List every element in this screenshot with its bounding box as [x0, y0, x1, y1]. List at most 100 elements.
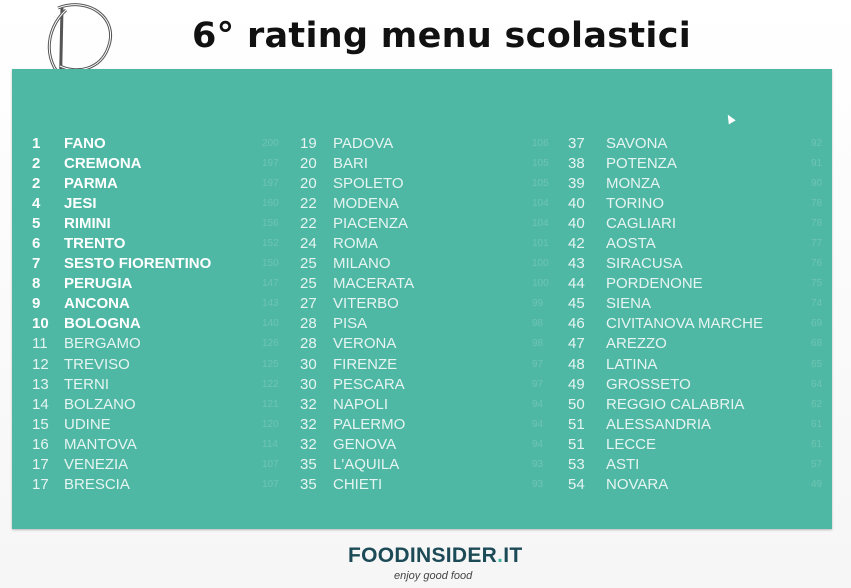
score-value: 93 — [532, 478, 544, 490]
city-name: CREMONA — [64, 155, 142, 173]
ranking-row: 43 SIRACUSA 76 — [568, 254, 822, 274]
score-value: 93 — [532, 458, 544, 470]
score-value: 64 — [811, 378, 823, 390]
score-value: 152 — [262, 238, 279, 250]
score-value: 106 — [532, 138, 549, 149]
city-name: VENEZIA — [64, 455, 129, 473]
ranking-row: 13 TERNI 122 — [32, 375, 279, 395]
score-value: 105 — [532, 158, 549, 170]
city-name: FIRENZE — [333, 355, 398, 373]
rank-number: 16 — [32, 435, 49, 453]
score-value: 150 — [262, 258, 279, 270]
rank-number: 15 — [32, 415, 49, 433]
ranking-row: 30 PESCARA 97 — [300, 375, 550, 395]
rank-number: 6 — [32, 235, 41, 253]
ranking-row: 32 GENOVA 94 — [300, 435, 550, 455]
ranking-row: 7 SESTO FIORENTINO 150 — [32, 254, 279, 274]
ranking-row: 50 REGGIO CALABRIA 62 — [568, 395, 822, 415]
ranking-row: 40 CAGLIARI 78 — [568, 214, 822, 234]
rank-number: 39 — [568, 175, 585, 193]
rank-number: 30 — [300, 355, 317, 373]
city-name: ASTI — [606, 455, 640, 473]
rank-number: 5 — [32, 215, 41, 233]
ranking-row: 40 TORINO 78 — [568, 194, 822, 214]
city-name: PORDENONE — [606, 275, 703, 293]
rank-number: 25 — [300, 255, 317, 273]
rank-number: 30 — [300, 375, 317, 393]
ranking-row: 51 ALESSANDRIA 61 — [568, 415, 822, 435]
city-name: MANTOVA — [64, 435, 137, 453]
city-name: GROSSETO — [606, 375, 691, 393]
city-name: VERONA — [333, 335, 397, 353]
score-value: 121 — [262, 398, 279, 410]
score-value: 74 — [811, 298, 823, 310]
ranking-row: 53 ASTI 57 — [568, 455, 822, 475]
city-name: BOLZANO — [64, 395, 136, 413]
ranking-row: 16 MANTOVA 114 — [32, 435, 278, 455]
ranking-row: 20 BARI 105 — [300, 154, 550, 174]
ranking-row: 24 ROMA 101 — [300, 234, 550, 254]
ranking-row: 14 BOLZANO 121 — [32, 395, 279, 415]
page-title: 6° rating menu scolastici — [192, 16, 692, 56]
ranking-row: 20 SPOLETO 105 — [300, 174, 550, 194]
rank-number: 40 — [568, 215, 585, 233]
rank-number: 12 — [32, 355, 49, 373]
brand-tld: IT — [503, 544, 523, 567]
rank-number: 10 — [32, 315, 49, 333]
city-name: RIMINI — [64, 215, 111, 233]
city-name: MILANO — [333, 255, 391, 273]
score-value: 94 — [532, 438, 544, 450]
score-value: 65 — [811, 358, 823, 370]
score-value: 147 — [262, 278, 279, 290]
rank-number: 27 — [300, 295, 317, 313]
rank-number: 20 — [300, 155, 317, 173]
city-name: PIACENZA — [333, 215, 409, 233]
rank-number: 22 — [300, 195, 317, 213]
score-value: 156 — [262, 218, 279, 230]
brand-tagline: enjoy good food — [394, 570, 473, 582]
ranking-column-2: 19 PADOVA 106 20 BARI 105 20 SPOLETO 105 22 MODENA… — [300, 134, 550, 495]
ranking-row: 12 TREVISO 125 — [32, 355, 279, 375]
rank-number: 22 — [300, 215, 317, 233]
rank-number: 35 — [300, 475, 317, 493]
city-name: ANCONA — [64, 295, 130, 313]
rank-number: 13 — [32, 375, 49, 393]
score-value: 94 — [532, 398, 544, 410]
rank-number: 37 — [568, 135, 585, 152]
city-name: CIVITANOVA MARCHE — [606, 315, 763, 333]
rank-number: 42 — [568, 235, 585, 253]
rank-number: 32 — [300, 435, 317, 453]
ranking-row: 28 VERONA 98 — [300, 334, 550, 354]
city-name: SAVONA — [606, 135, 668, 152]
ranking-row: 42 AOSTA 77 — [568, 234, 822, 254]
rank-number: 7 — [32, 255, 41, 273]
ranking-row: 5 RIMINI 156 — [32, 214, 279, 234]
brand-dot: . — [497, 544, 504, 567]
score-value: 143 — [262, 298, 279, 310]
score-value: 78 — [811, 218, 823, 230]
ranking-row: 44 PORDENONE 75 — [568, 274, 822, 294]
score-value: 61 — [811, 418, 823, 430]
brand-logo: FOODINSIDER.IT — [348, 544, 523, 568]
score-value: 160 — [262, 198, 279, 210]
rank-number: 54 — [568, 475, 585, 493]
ranking-row: 28 PISA 98 — [300, 314, 550, 334]
rank-number: 32 — [300, 415, 317, 433]
city-name: LATINA — [606, 355, 658, 373]
city-name: TERNI — [64, 375, 109, 393]
score-value: 104 — [532, 198, 549, 210]
ranking-row: 2 PARMA 197 — [32, 174, 279, 194]
ranking-panel: 1 FANO 200 2 CREMONA 197 2 PARMA 197 4 JESI 160 5 RIM… — [12, 69, 832, 529]
city-name: PERUGIA — [64, 275, 133, 293]
rank-number: 43 — [568, 255, 585, 273]
city-name: LECCE — [606, 435, 657, 453]
score-value: 97 — [532, 358, 544, 370]
brand-name: FOODINSIDER — [348, 544, 498, 567]
city-name: SIRACUSA — [606, 255, 683, 273]
rank-number: 28 — [300, 335, 317, 353]
ranking-row: 54 NOVARA 49 — [568, 475, 822, 495]
rank-number: 9 — [32, 295, 41, 313]
city-name: VITERBO — [333, 295, 399, 313]
score-value: 122 — [262, 378, 279, 390]
